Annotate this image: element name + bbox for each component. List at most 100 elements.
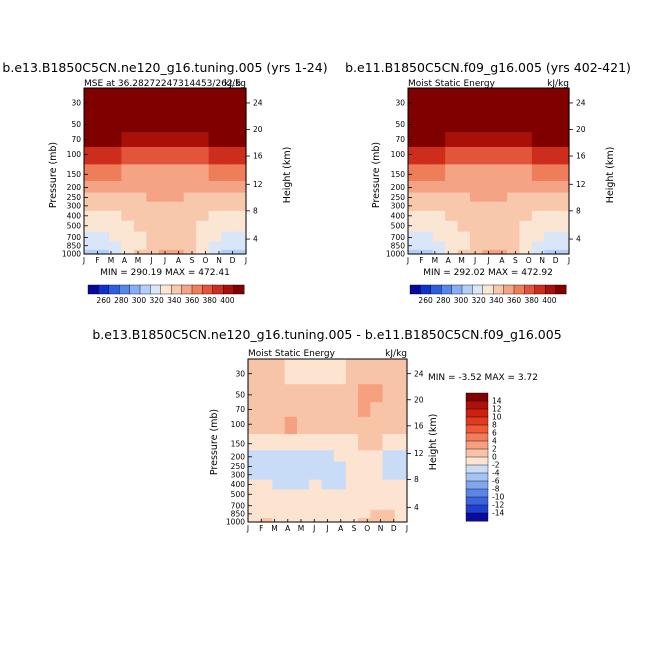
heatmap-cell [321,359,335,385]
y-right-tick-label: 16 [576,152,586,161]
heatmap-cell [183,241,197,251]
heatmap-cell [394,470,408,481]
heatmap-cell [482,231,496,243]
heatmap-cell [494,180,508,194]
colorbar-label: -12 [492,501,504,510]
panel-1-plot: J F M A M J J A S O N D J305070100150200250300400500… [62,87,263,265]
heatmap-cell [382,479,396,490]
y-right-tick-label: 24 [253,99,263,108]
heatmap-cell [321,416,335,435]
panel-difference: b.e13.B1850C5CN.ne120_g16.tuning.005 - b… [92,327,561,533]
y-tick-label: 100 [67,150,82,159]
colorbar-label: 4 [492,437,497,446]
colorbar-swatch [465,496,489,506]
heatmap-cell [84,210,98,222]
heatmap-cell [248,500,261,511]
heatmap-cell [133,180,147,194]
heatmap-cell [482,164,496,182]
heatmap-cell [96,113,110,133]
heatmap-cell [370,489,384,501]
heatmap-cell [96,180,110,194]
heatmap-cell [108,192,122,203]
colorbar-swatch [222,284,235,295]
colorbar-label: 10 [492,413,502,422]
heatmap-cell [556,220,570,233]
heatmap-cell [96,249,110,255]
heatmap-cell [345,433,359,451]
heatmap-cell [370,470,384,481]
heatmap-cell [494,249,508,255]
heatmap-cell [121,180,135,194]
heatmap-cell [333,416,347,435]
x-tick-label: J [312,524,315,533]
y-tick-label: 1000 [62,250,81,259]
colorbar-label: 0 [492,453,497,462]
heatmap-cell [233,220,247,233]
heatmap-cell [445,113,459,133]
heatmap-cell [432,113,446,133]
heatmap-cell [171,192,185,203]
heatmap-cell [370,416,384,435]
heatmap-cell [221,88,235,115]
heatmap-cell [445,88,459,115]
x-tick-label: F [259,524,263,533]
heatmap-cell [519,88,533,115]
heatmap-cell [296,470,310,481]
heatmap-cell [284,433,298,451]
heatmap-cell [333,509,347,519]
heatmap-cell [382,416,396,435]
colorbar-swatch [160,284,172,295]
heatmap-cell [221,164,235,182]
heatmap-cell [196,192,210,203]
heatmap-cell [233,164,247,182]
heatmap-cell [196,249,210,255]
x-tick-label: J [244,256,247,265]
heatmap-cell [309,384,322,403]
heatmap-cell [96,220,110,233]
heatmap-cell [108,210,122,222]
colorbar-swatch [87,284,99,295]
panel-3-subtitle-left: Moist Static Energy [248,349,336,359]
heatmap-cell [507,249,521,255]
heatmap-cell [221,113,235,133]
heatmap-cell [556,131,570,148]
x-tick-label: J [82,256,85,265]
y-tick-label: 50 [235,390,245,399]
heatmap-cell [196,88,210,115]
colorbar-label: 320 [471,296,486,305]
heatmap-cell [84,249,98,255]
x-tick-label: F [95,256,99,265]
heatmap-cell [296,517,310,523]
heatmap-cell [208,180,222,194]
heatmap-cell [309,416,322,435]
panel-2-plot: J F M A M J J A S O N D J305070100150200250300400500… [386,87,586,265]
heatmap-cell [333,450,347,463]
panel-1-subtitle-right: kJ/kg [224,79,246,89]
colorbar-swatch [465,408,489,418]
heatmap-cell [469,220,483,233]
heatmap-cell [370,402,384,418]
heatmap-cell [494,88,508,115]
x-tick-label: S [352,524,357,533]
heatmap-cell [248,450,261,463]
x-tick-label: D [230,256,236,265]
heatmap-cell [469,113,483,133]
heatmap-cell [321,500,335,511]
y-tick-label: 30 [71,99,81,108]
heatmap-cell [408,241,421,251]
heatmap-cell [309,470,322,481]
heatmap-cell [309,489,322,501]
heatmap-cell [260,479,274,490]
heatmap-cell [507,210,521,222]
heatmap-cell [482,146,496,165]
heatmap-cell [248,384,261,403]
heatmap-cell [233,201,247,212]
y-tick-label: 850 [67,241,82,250]
y-right-tick-label: 16 [414,421,424,430]
heatmap-cell [321,470,335,481]
heatmap-cell [121,164,135,182]
colorbar-swatch [191,284,203,295]
heatmap-cell [158,146,172,165]
heatmap-cell [233,146,247,165]
